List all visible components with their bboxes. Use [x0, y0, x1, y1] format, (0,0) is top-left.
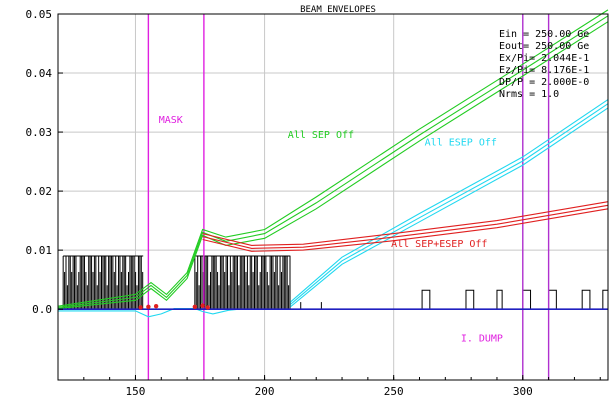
- axis-ticks: 150 200 250 300 0.0 0.01 0.02 0.03 0.04 0.05: [26, 8, 601, 398]
- annotation-label: MASK: [159, 115, 183, 126]
- plot-frame: [57, 13, 609, 381]
- param-line: Ein = 250.00 Ge: [499, 29, 589, 40]
- y-tick-label: 0.02: [26, 185, 53, 198]
- loss-point: [153, 304, 159, 309]
- loss-point: [138, 305, 143, 310]
- vertical-markers: [147, 14, 550, 380]
- param-line: Ez/Pi= 8.176E-1: [499, 65, 589, 76]
- x-tick-label: 250: [384, 385, 404, 398]
- chart-title: BEAM ENVELOPES: [300, 5, 376, 15]
- annotation-label: All SEP+ESEP Off: [391, 239, 487, 250]
- x-tick-label: 200: [255, 385, 275, 398]
- series-line: [57, 21, 609, 310]
- aperture-element: [581, 289, 591, 310]
- loss-point: [205, 305, 210, 310]
- series-all-esep-off: [290, 99, 609, 308]
- y-tick-label: 0.01: [26, 244, 53, 257]
- series-line: [202, 204, 609, 249]
- annotation-label: I. DUMP: [461, 334, 503, 345]
- x-tick-label: 150: [126, 385, 146, 398]
- series-line: [202, 201, 609, 246]
- series-line: [290, 99, 609, 303]
- series: [57, 9, 609, 318]
- loss-point: [200, 303, 205, 308]
- series-all-sep-esep-off: [202, 201, 609, 252]
- series-line: [202, 208, 609, 252]
- param-line: DP/P = 2.000E-0: [499, 77, 589, 88]
- aperture-element: [496, 289, 503, 310]
- series-line: [290, 107, 609, 308]
- loss-point: [146, 304, 151, 309]
- param-line: Ex/Pi= 2.044E-1: [499, 53, 589, 64]
- y-tick-label: 0.03: [26, 126, 53, 139]
- loss-point: [192, 304, 198, 309]
- y-tick-label: 0.05: [26, 8, 53, 21]
- param-line: Eout= 250.00 Ge: [499, 41, 589, 52]
- y-tick-label: 0.0: [32, 303, 52, 316]
- y-tick-label: 0.04: [26, 67, 53, 80]
- annotation-label: All ESEP Off: [425, 138, 497, 149]
- annotation-label: All SEP Off: [288, 130, 354, 141]
- series-line: [57, 9, 609, 307]
- aperture-element: [421, 289, 431, 310]
- aperture-element: [465, 289, 475, 310]
- series-line: [290, 103, 609, 305]
- annotations: MASK All SEP Off All ESEP Off All SEP+ESEP …: [159, 115, 503, 344]
- param-line: Nrms = 1.0: [499, 89, 559, 100]
- x-tick-label: 300: [513, 385, 533, 398]
